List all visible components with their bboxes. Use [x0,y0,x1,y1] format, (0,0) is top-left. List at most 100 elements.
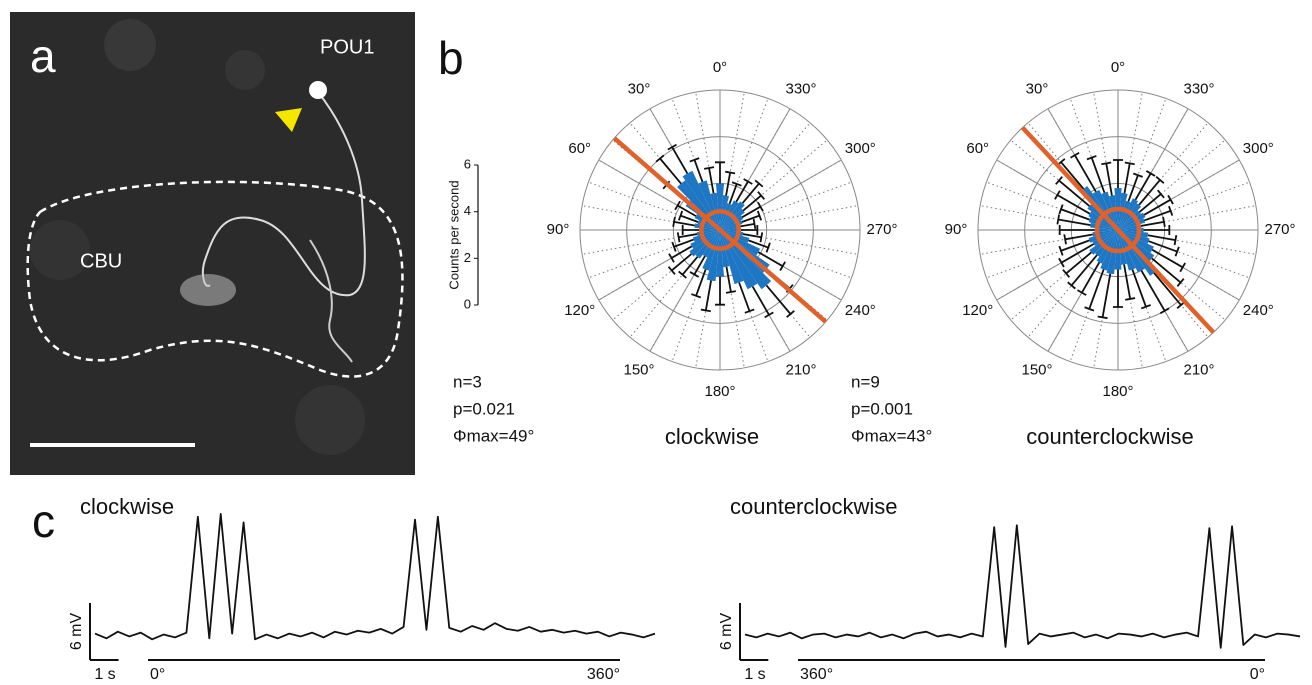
minor-spoke [727,275,745,368]
minor-spoke [588,245,677,279]
error-bar [741,201,764,218]
bar [720,230,750,243]
minor-spoke [629,122,691,195]
minor-spoke [582,237,675,255]
minor-spoke [980,205,1073,223]
image-label: POU1 [320,36,374,58]
minor-spoke [1133,98,1167,187]
bar [1108,195,1118,230]
arrowhead [275,108,302,132]
bar [720,225,739,230]
minor-spoke [695,275,713,368]
minor-spoke [735,98,769,187]
error-bar [738,282,755,314]
minor-spoke [1125,92,1143,185]
cbu-outline [26,180,404,378]
r-tick-label: 2 [464,250,471,265]
minor-spoke [1161,245,1250,279]
error-bar [1138,176,1165,206]
bar [1118,212,1146,230]
preferred-direction [612,136,828,324]
error-bar [691,269,707,299]
minor-spoke [749,265,811,338]
bar [720,202,732,230]
cell-blob [104,19,156,71]
stat-label: n=9 [851,372,880,391]
angle-tick-label: 330° [1183,81,1214,98]
error-bar [741,210,763,223]
angle-tick-label: 30° [1026,81,1049,98]
bar [715,183,725,230]
minor-spoke [1161,181,1250,215]
error-bar [1140,269,1170,315]
error-bar [1054,190,1091,215]
error-bar [1101,161,1113,196]
error-bar [742,191,766,212]
scale-bar-y-label: 6 mV [718,613,735,651]
minor-spoke [1010,259,1083,321]
scale-bar-y-label: 6 mV [68,613,85,651]
minor-spoke [582,205,675,223]
minor-spoke [671,273,705,362]
minor-spoke [749,122,811,195]
error-bar [725,170,736,196]
error-bar [1113,159,1123,188]
error-bar [1058,204,1090,221]
angle-bar-label: 0° [1250,666,1265,683]
error-bar [741,225,759,235]
scale-bar-x-label: 1 s [94,666,115,683]
error-bar [765,284,795,318]
error-bar [1144,205,1174,222]
minor-spoke [1069,98,1103,187]
bar [698,180,720,230]
error-bar [1151,257,1185,287]
error-bar [667,143,689,174]
error-bar [715,161,725,184]
minor-spoke [1093,92,1111,185]
minor-spoke [986,181,1075,215]
minor-spoke [1153,139,1226,201]
bar [1118,198,1139,230]
bar [720,208,745,230]
angle-tick-label: 240° [1243,302,1274,319]
angle-tick-label: 90° [945,221,968,238]
error-bar [1123,161,1135,194]
bar [1118,230,1128,265]
bar [1118,223,1142,230]
error-bar [700,280,712,313]
angle-tick-label: 270° [866,221,897,238]
minor-spoke [1163,237,1256,255]
angle-bar-label: 360° [587,666,620,683]
error-bar [677,210,699,223]
minor-spoke [765,237,858,255]
cell-blob [30,220,90,280]
error-bar [1055,176,1090,207]
bar [720,228,742,232]
preferred-direction [1020,126,1216,334]
minor-spoke [588,181,677,215]
r-tick-label: 4 [464,203,471,218]
angle-tick-label: 120° [962,302,993,319]
error-bar [715,276,725,306]
neurite [309,239,353,363]
error-bar [671,238,694,252]
error-bar [672,216,695,227]
scale-bar-x-label: 1 s [744,666,765,683]
error-bar [1143,194,1174,216]
error-bar [703,166,715,194]
error-bar [676,232,698,243]
error-bar [689,255,706,278]
minor-spoke [1027,265,1089,338]
phi-label: Φmax=43° [851,426,932,445]
minor-spoke [727,92,745,185]
bar [715,230,725,277]
panel-label: c [32,495,55,547]
minor-spoke [1069,273,1103,362]
r-tick-label: 0 [464,296,471,311]
minor-spoke [1027,122,1089,195]
minor-spoke [1010,139,1083,201]
panel-label: b [438,32,464,84]
chart-title: counterclockwise [1026,424,1194,449]
minor-spoke [763,181,852,215]
error-bar [1127,172,1143,202]
